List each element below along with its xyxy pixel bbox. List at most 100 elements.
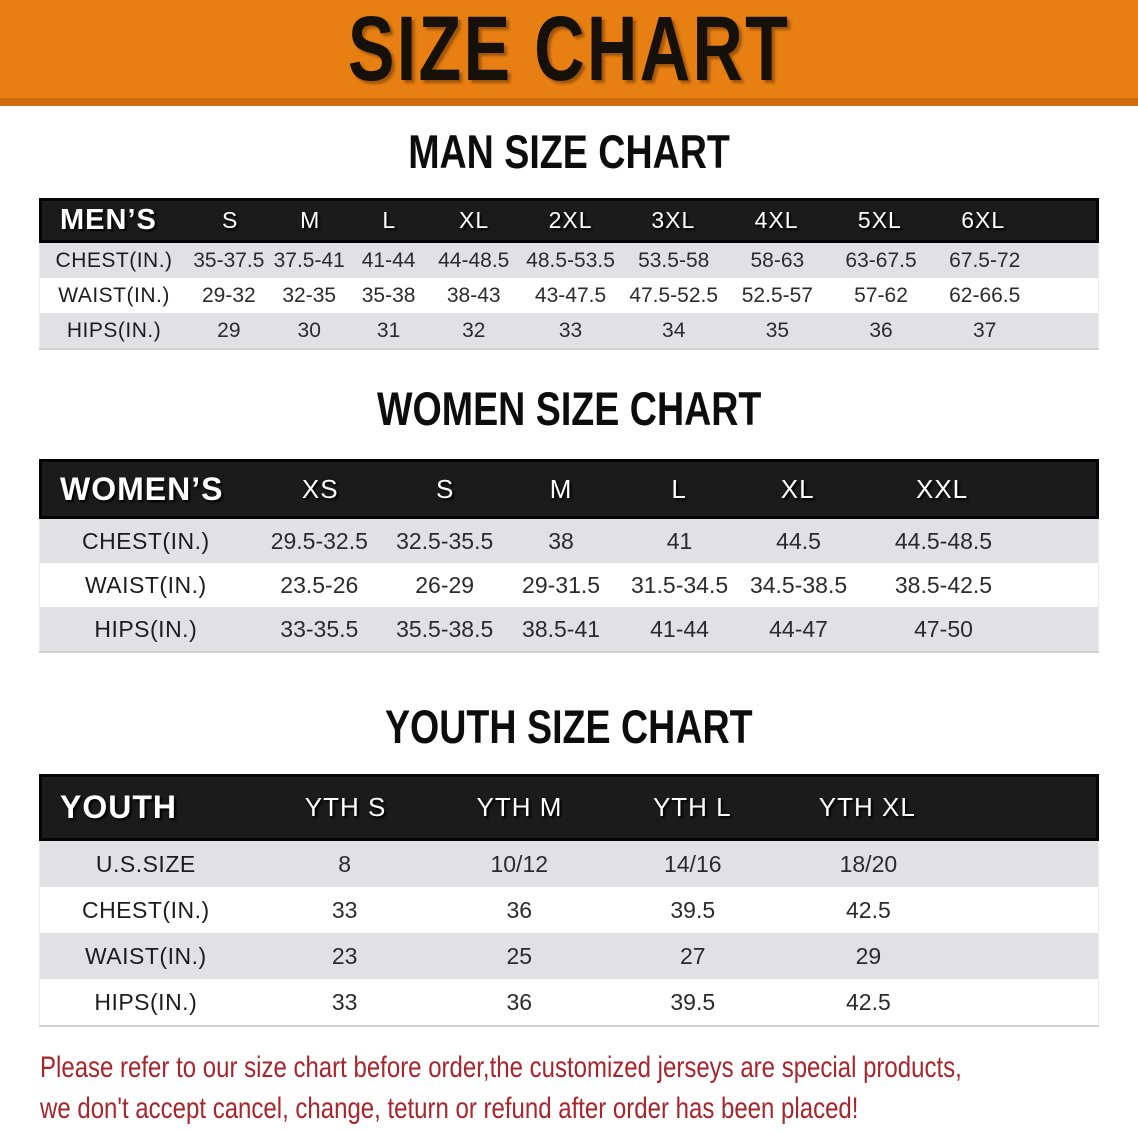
row-label: CHEST(IN.) <box>55 248 173 272</box>
size-value: 57-62 <box>854 283 908 307</box>
size-value: 32-35 <box>282 283 337 307</box>
column-header: 2XL <box>548 207 593 233</box>
size-value: 35-38 <box>361 283 416 307</box>
size-value: 42.5 <box>845 988 891 1015</box>
column-header: XL <box>459 207 490 233</box>
table-corner-label: YOUTH <box>60 789 177 825</box>
table-row: HIPS(IN.) 29 30 31 32 33 34 35 36 37 <box>39 313 1099 348</box>
size-value: 36 <box>869 318 893 342</box>
size-value: 37.5-41 <box>273 248 345 272</box>
youth-table-header-row: YOUTH YTH S YTH M YTH L YTH XL <box>39 774 1099 841</box>
youth-heading-wrap: YOUTH SIZE CHART <box>0 703 1138 750</box>
size-value: 32.5-35.5 <box>396 527 494 554</box>
column-header: L <box>382 207 397 233</box>
size-value: 27 <box>679 942 706 969</box>
table-corner-label: WOMEN’S <box>60 470 224 507</box>
women-section: WOMEN SIZE CHART WOMEN’S XS S M L XL XXL CHEST… <box>0 385 1138 651</box>
size-value: 44.5-48.5 <box>894 527 993 554</box>
size-value: 63-67.5 <box>845 248 917 272</box>
column-header: L <box>671 473 687 504</box>
row-label: CHEST(IN.) <box>81 896 210 923</box>
column-header: YTH XL <box>818 792 916 822</box>
column-header: 4XL <box>754 207 799 233</box>
disclaimer: Please refer to our size chart before or… <box>40 1047 1138 1129</box>
size-value: 41 <box>666 527 693 554</box>
men-size-table: MEN’S S M L XL 2XL 3XL 4XL 5XL 6XL CHEST(IN.) 35-3… <box>39 198 1099 348</box>
size-value: 23.5-26 <box>280 571 359 598</box>
column-header: YTH S <box>304 792 387 822</box>
size-value: 52.5-57 <box>741 283 813 307</box>
size-value: 10/12 <box>490 850 549 877</box>
column-header: YTH M <box>476 792 563 822</box>
column-header: S <box>221 207 239 233</box>
row-label: WAIST(IN.) <box>58 283 170 307</box>
size-value: 53.5-58 <box>638 248 710 272</box>
column-header: XXL <box>915 473 969 504</box>
size-value: 35-37.5 <box>193 248 265 272</box>
size-value: 34 <box>662 318 686 342</box>
size-value: 32 <box>462 318 486 342</box>
column-header: S <box>435 473 455 504</box>
row-label: WAIST(IN.) <box>84 571 207 598</box>
size-value: 31 <box>376 318 401 342</box>
size-value: 67.5-72 <box>949 248 1021 272</box>
size-value: 33 <box>331 988 358 1015</box>
size-value: 14/16 <box>663 850 722 877</box>
size-value: 41-44 <box>361 248 416 272</box>
size-value: 41-44 <box>650 615 709 642</box>
table-row: HIPS(IN.) 33 36 39.5 42.5 <box>39 979 1099 1025</box>
column-header: XL <box>780 473 815 504</box>
size-value: 33 <box>558 318 583 342</box>
size-value: 36 <box>506 896 533 923</box>
size-value: 29-32 <box>201 283 256 307</box>
disclaimer-line-1: Please refer to our size chart before or… <box>40 1051 962 1084</box>
size-value: 31.5-34.5 <box>630 571 729 598</box>
women-table-header-row: WOMEN’S XS S M L XL XXL <box>39 459 1099 519</box>
column-header: M <box>549 473 573 504</box>
size-value: 33 <box>331 896 358 923</box>
men-table-header-row: MEN’S S M L XL 2XL 3XL 4XL 5XL 6XL <box>39 198 1099 243</box>
table-row: HIPS(IN.) 33-35.5 35.5-38.5 38.5-41 41-44 44-… <box>39 607 1099 651</box>
size-value: 23 <box>331 942 358 969</box>
table-row: WAIST(IN.) 29-32 32-35 35-38 38-43 43-47.5 47.… <box>39 278 1099 313</box>
size-value: 44-48.5 <box>438 248 510 272</box>
table-row: CHEST(IN.) 33 36 39.5 42.5 <box>39 887 1099 933</box>
column-header: YTH L <box>652 792 732 822</box>
size-value: 39.5 <box>670 896 716 923</box>
men-heading-wrap: MAN SIZE CHART <box>0 124 1138 178</box>
size-value: 47-50 <box>914 615 973 642</box>
size-value: 44-47 <box>769 615 828 642</box>
size-value: 36 <box>506 988 533 1015</box>
size-value: 58-63 <box>750 248 805 272</box>
size-value: 8 <box>338 850 352 877</box>
size-value: 44.5 <box>776 527 821 554</box>
size-value: 38 <box>548 527 574 554</box>
size-value: 30 <box>297 318 321 342</box>
youth-size-table: YOUTH YTH S YTH M YTH L YTH XL U.S.SIZE 8 10/1… <box>39 774 1099 1025</box>
column-header: 6XL <box>961 207 1006 233</box>
size-value: 62-66.5 <box>949 283 1021 307</box>
women-section-heading: WOMEN SIZE CHART <box>376 381 762 435</box>
size-value: 29 <box>855 942 882 969</box>
size-value: 38-43 <box>446 283 501 307</box>
row-label: HIPS(IN.) <box>66 318 162 342</box>
size-value: 35 <box>765 318 790 342</box>
women-size-table: WOMEN’S XS S M L XL XXL CHEST(IN.) 29.5-32.5 32.… <box>39 459 1099 651</box>
size-value: 29-31.5 <box>522 571 601 598</box>
size-value: 38.5-42.5 <box>894 571 993 598</box>
row-label: HIPS(IN.) <box>94 988 198 1015</box>
table-row: CHEST(IN.) 35-37.5 37.5-41 41-44 44-48.5 48.5… <box>39 243 1099 278</box>
size-value: 48.5-53.5 <box>526 248 615 272</box>
column-header: 5XL <box>857 207 902 233</box>
row-label: CHEST(IN.) <box>81 527 210 554</box>
size-value: 35.5-38.5 <box>396 615 494 642</box>
men-section-heading: MAN SIZE CHART <box>408 124 730 178</box>
size-value: 29 <box>217 318 241 342</box>
column-header: 3XL <box>651 207 696 233</box>
row-label: HIPS(IN.) <box>94 615 198 642</box>
table-row: U.S.SIZE 8 10/12 14/16 18/20 <box>39 841 1099 887</box>
size-value: 18/20 <box>839 850 898 877</box>
size-value: 26-29 <box>415 571 475 598</box>
size-value: 34.5-38.5 <box>749 571 848 598</box>
page-title: SIZE CHART <box>347 0 791 100</box>
